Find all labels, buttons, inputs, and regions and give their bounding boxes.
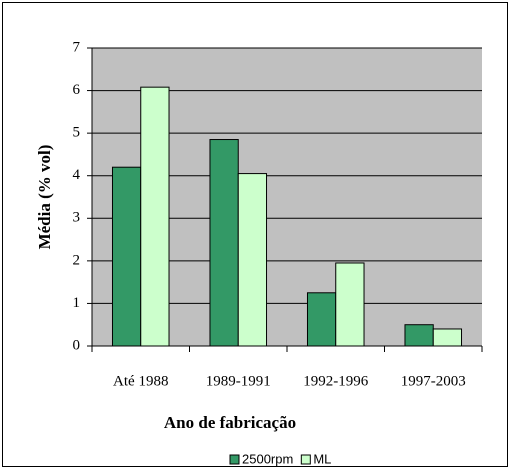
x-tick-label: 1997-2003 [401, 373, 466, 389]
y-tick-label: 6 [73, 82, 81, 98]
y-axis-title: Média (% vol) [35, 145, 54, 250]
legend-swatch [229, 454, 240, 465]
bar [237, 173, 268, 347]
bar [209, 139, 239, 347]
x-tick-label: 1992-1996 [303, 373, 368, 389]
bar [404, 324, 434, 347]
x-axis-title: Ano de fabricação [164, 413, 296, 432]
legend-swatch [300, 454, 311, 465]
legend-label: 2500rpm [242, 451, 293, 466]
y-tick-label: 0 [73, 337, 81, 353]
legend-label: ML [313, 451, 331, 466]
y-tick-label: 2 [73, 252, 81, 268]
bar [306, 292, 337, 347]
y-tick-label: 5 [73, 125, 81, 141]
x-tick-label: Até 1988 [113, 373, 168, 389]
y-tick-label: 3 [73, 210, 81, 226]
y-tick-label: 7 [73, 39, 81, 55]
bar [111, 166, 142, 347]
bar [432, 328, 463, 347]
y-tick-label: 4 [73, 167, 81, 183]
bar [140, 86, 170, 347]
x-tick-label: 1989-1991 [206, 373, 271, 389]
y-tick-label: 1 [73, 295, 81, 311]
bar [335, 262, 365, 347]
